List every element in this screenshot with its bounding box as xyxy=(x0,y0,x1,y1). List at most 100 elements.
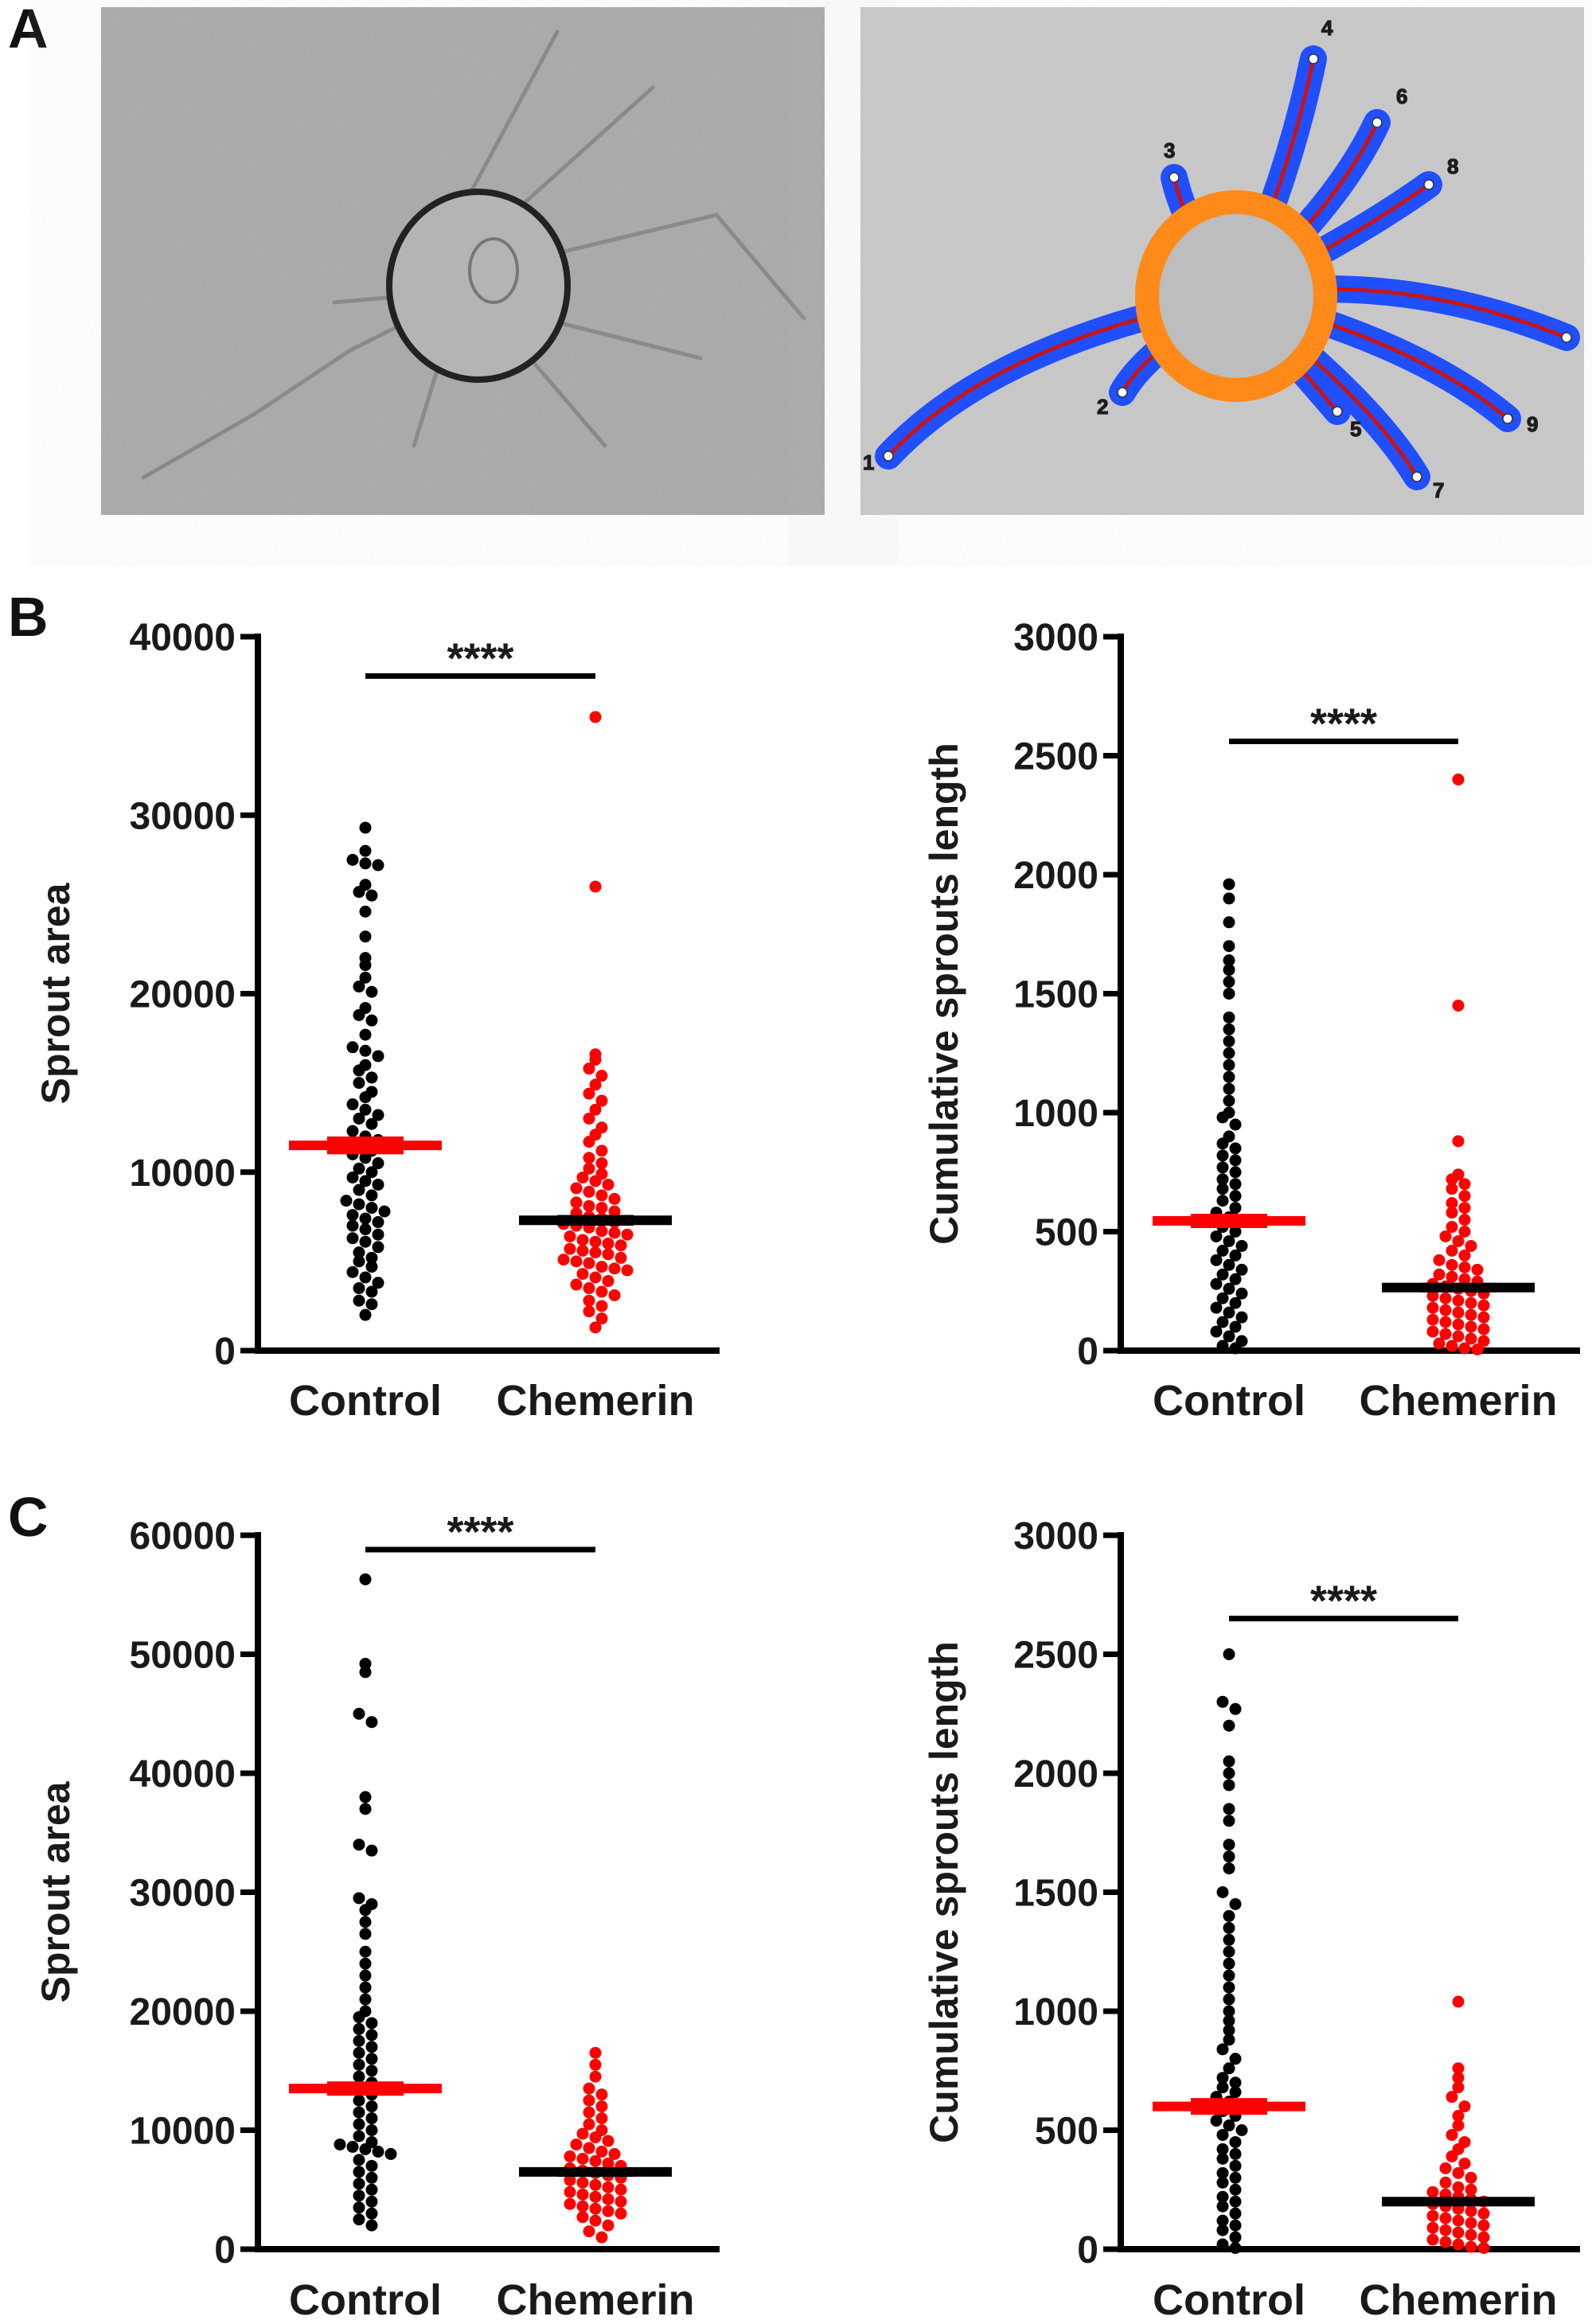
data-point-control xyxy=(346,1171,359,1183)
data-point-control xyxy=(365,2017,378,2030)
data-point-control xyxy=(378,1205,391,1218)
data-point-control xyxy=(359,971,372,984)
data-point-control xyxy=(1223,1011,1235,1024)
data-point-chemerin xyxy=(583,2094,595,2107)
data-point-chemerin xyxy=(1446,1339,1458,1352)
data-point-control xyxy=(359,1103,372,1116)
y-tick-label: 10000 xyxy=(130,1152,236,1195)
data-point-control xyxy=(1216,2143,1229,2155)
data-point-chemerin xyxy=(1452,2072,1465,2084)
data-point-control xyxy=(359,1044,372,1057)
data-point-control xyxy=(1223,1755,1235,1768)
data-point-control xyxy=(365,1189,378,1202)
data-point-control xyxy=(353,2046,365,2059)
data-point-control xyxy=(1223,988,1235,1000)
data-point-control xyxy=(365,1298,378,1311)
x-category-label: Chemerin xyxy=(496,2276,694,2324)
data-point-chemerin xyxy=(570,1255,583,1268)
data-point-chemerin xyxy=(1458,1261,1471,1273)
data-point-control xyxy=(1223,1850,1235,1863)
data-point-chemerin xyxy=(583,1162,595,1175)
data-point-control xyxy=(1223,878,1235,891)
data-point-control xyxy=(1216,1339,1229,1352)
y-tick-label: 30000 xyxy=(130,1873,236,1915)
data-point-control xyxy=(365,2195,378,2208)
data-point-chemerin xyxy=(1458,1190,1471,1203)
y-axis-label: Sprout area xyxy=(33,882,78,1104)
data-point-chemerin xyxy=(1477,1323,1490,1336)
data-point-chemerin xyxy=(583,1199,595,1212)
data-point-control xyxy=(365,889,378,902)
data-point-control xyxy=(1223,1648,1235,1660)
data-point-control xyxy=(1235,1287,1248,1300)
data-point-chemerin xyxy=(589,1271,602,1284)
data-point-chemerin xyxy=(595,1144,608,1157)
data-point-chemerin xyxy=(608,1226,621,1239)
data-point-control xyxy=(1229,2147,1242,2160)
data-point-control xyxy=(346,1125,359,1137)
sprout-tip xyxy=(1561,332,1572,343)
data-point-control xyxy=(1210,2115,1223,2127)
data-point-control xyxy=(1229,1178,1242,1191)
data-point-chemerin xyxy=(1452,2226,1465,2239)
data-point-control xyxy=(365,1166,378,1179)
data-point-chemerin xyxy=(1452,2062,1465,2075)
data-point-chemerin xyxy=(1446,1207,1458,1219)
data-point-chemerin xyxy=(1426,1325,1439,1338)
x-category-label: Chemerin xyxy=(496,1377,694,1425)
data-point-chemerin xyxy=(583,1152,595,1164)
data-point-control xyxy=(372,859,384,872)
y-tick-label: 2500 xyxy=(1013,736,1098,778)
y-tick-label: 20000 xyxy=(130,1991,236,2034)
data-point-control xyxy=(1223,1933,1235,1946)
data-point-chemerin xyxy=(615,1239,627,1252)
data-point-chemerin xyxy=(1452,1330,1465,1343)
data-point-control xyxy=(1223,954,1235,967)
data-point-control xyxy=(1229,1249,1242,1261)
data-point-chemerin xyxy=(608,1192,621,1205)
y-tick-label: 60000 xyxy=(130,1515,236,1558)
data-point-control xyxy=(359,959,372,972)
data-point-chemerin xyxy=(595,1312,608,1325)
data-point-control xyxy=(353,1064,365,1077)
data-point-chemerin xyxy=(595,1189,608,1202)
data-point-control xyxy=(359,1916,372,1928)
data-point-chemerin xyxy=(1439,2162,1452,2174)
data-point-chemerin xyxy=(589,2178,602,2191)
data-point-chemerin xyxy=(1458,1249,1471,1261)
data-point-control xyxy=(1216,2224,1229,2236)
analyzed-image: 1 2 3 4 5 6 7 8 9 xyxy=(860,7,1584,515)
data-point-control xyxy=(1229,2171,1242,2184)
data-point-chemerin xyxy=(595,1202,608,1215)
data-point-control xyxy=(365,2112,378,2125)
data-point-control xyxy=(365,2065,378,2077)
data-point-control xyxy=(1229,2053,1242,2065)
data-point-control xyxy=(353,1839,365,1851)
data-point-control xyxy=(346,1219,359,1232)
data-point-chemerin xyxy=(1446,1221,1458,1234)
data-point-control xyxy=(359,930,372,943)
data-point-control xyxy=(372,1216,384,1229)
data-point-chemerin xyxy=(576,1171,589,1183)
data-point-control xyxy=(359,821,372,834)
data-point-control xyxy=(353,2189,365,2202)
data-point-control xyxy=(365,1251,378,1264)
y-tick-label: 500 xyxy=(1035,1212,1098,1254)
data-point-control xyxy=(1210,1301,1223,1314)
data-point-chemerin xyxy=(1439,1328,1452,1340)
data-point-chemerin xyxy=(608,1262,621,1275)
sprout-tip xyxy=(1169,172,1180,183)
data-point-control xyxy=(1216,1695,1229,1708)
data-point-control xyxy=(1223,2034,1235,2046)
data-point-chemerin xyxy=(1439,2236,1452,2248)
data-point-control xyxy=(353,2201,365,2214)
data-point-control xyxy=(1223,2119,1235,2132)
significance-label: **** xyxy=(447,634,513,682)
data-point-chemerin xyxy=(595,2088,608,2101)
data-point-control xyxy=(359,1271,372,1284)
data-point-chemerin xyxy=(1458,2157,1471,2170)
data-point-control xyxy=(359,1993,372,2006)
data-point-chemerin xyxy=(564,2197,576,2210)
data-point-control xyxy=(372,1228,384,1241)
